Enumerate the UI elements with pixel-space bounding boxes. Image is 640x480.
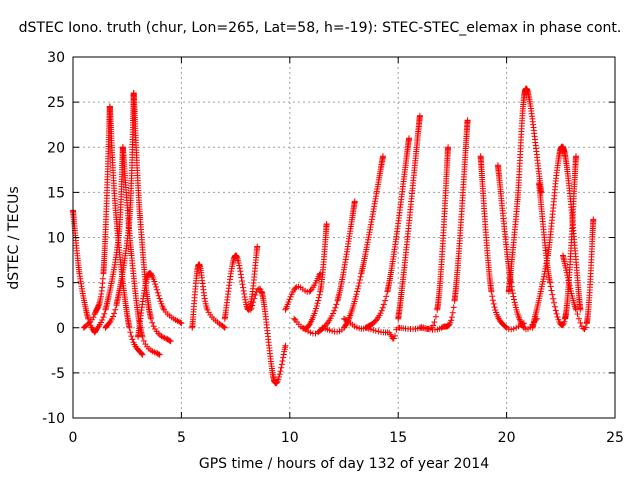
series-arc xyxy=(362,112,423,342)
series-arc xyxy=(130,90,174,345)
series-arc xyxy=(135,270,185,340)
y-tick-label: 15 xyxy=(47,185,65,201)
y-tick-label: -10 xyxy=(42,411,65,427)
y-tick-label: 25 xyxy=(47,95,65,111)
data-point-markers xyxy=(291,221,330,332)
data-point-markers xyxy=(319,153,386,335)
y-tick-label: 5 xyxy=(56,276,65,292)
data-point-markers xyxy=(529,143,584,331)
x-tick-label: 0 xyxy=(69,430,78,446)
data-point-markers xyxy=(102,90,137,331)
series-arc xyxy=(529,143,584,331)
y-tick-label: 30 xyxy=(47,50,65,66)
y-tick-label: 20 xyxy=(47,140,65,156)
series-arc xyxy=(319,153,386,335)
y-tick-label: 0 xyxy=(56,321,65,337)
data-point-markers xyxy=(135,270,185,340)
data-point-markers xyxy=(560,216,597,333)
data-point-markers xyxy=(299,198,358,337)
x-tick-label: 5 xyxy=(177,430,186,446)
series-arc xyxy=(291,221,330,332)
series-arc xyxy=(560,216,597,333)
series-arc xyxy=(189,261,228,331)
y-tick-label: -5 xyxy=(51,366,65,382)
data-point-markers xyxy=(130,90,174,345)
series-arc xyxy=(299,198,358,337)
y-tick-label: 10 xyxy=(47,231,65,247)
series-arc xyxy=(505,85,545,295)
axis-ticks: 0 5 10 15 20 25 -10 -5 0 5 10 15 20 25 30 xyxy=(42,50,624,446)
series-arc xyxy=(536,153,579,329)
data-point-markers xyxy=(189,261,228,331)
series-arc xyxy=(102,90,137,331)
series-arc xyxy=(282,270,324,313)
series-arc xyxy=(247,285,289,387)
data-point-markers xyxy=(362,112,423,342)
x-tick-label: 10 xyxy=(281,430,299,446)
data-markers xyxy=(70,85,597,387)
x-tick-label: 20 xyxy=(498,430,516,446)
data-point-markers xyxy=(221,243,261,322)
y-axis-label: dSTEC / TECUs xyxy=(6,186,22,290)
data-point-markers xyxy=(247,285,289,387)
x-tick-label: 15 xyxy=(389,430,407,446)
data-point-markers xyxy=(505,85,545,295)
series-arc xyxy=(416,117,471,333)
series-arc xyxy=(477,153,527,333)
chart-title: dSTEC Iono. truth (chur, Lon=265, Lat=58… xyxy=(18,20,622,36)
series-arc xyxy=(221,243,261,322)
x-axis-label: GPS time / hours of day 132 of year 2014 xyxy=(198,456,490,472)
data-point-markers xyxy=(282,270,324,313)
x-tick-label: 25 xyxy=(606,430,624,446)
data-point-markers xyxy=(477,153,527,333)
data-point-markers xyxy=(536,153,579,329)
data-point-markers xyxy=(416,117,471,333)
